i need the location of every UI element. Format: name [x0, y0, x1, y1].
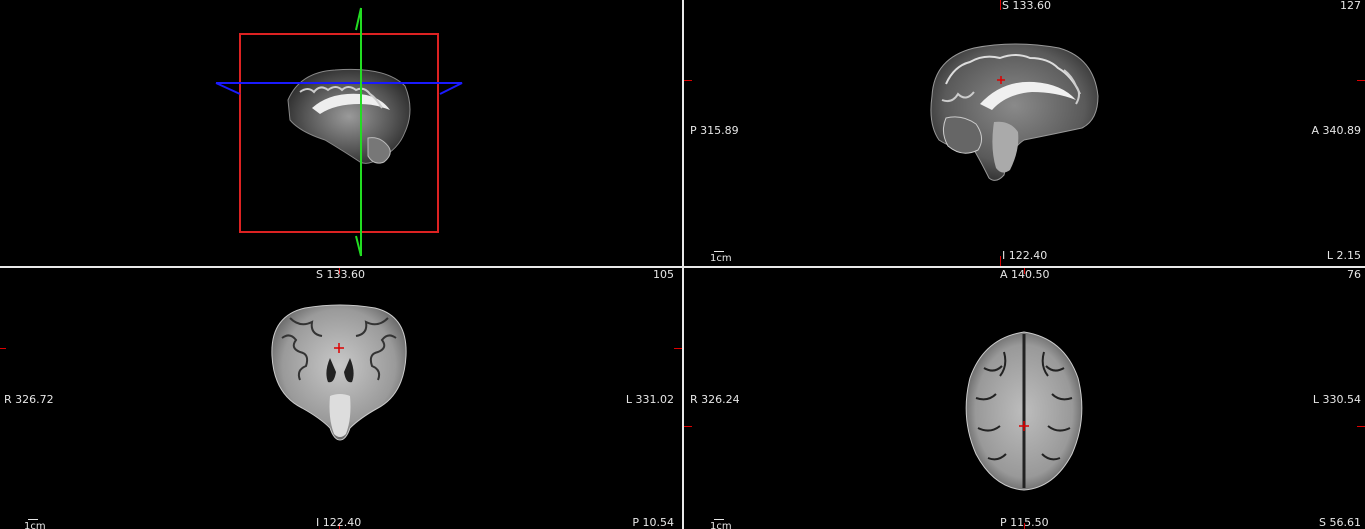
coronal-brainstem — [329, 394, 351, 437]
sagittal-corpus-callosum — [980, 81, 1076, 110]
sagittal-right-tick — [1357, 80, 1365, 81]
sagittal-anterior-label: A 340.89 — [1311, 124, 1361, 137]
coronal-left-label: L 331.02 — [625, 393, 674, 406]
3d-axial-plane — [215, 82, 463, 95]
3d-gyri — [299, 86, 383, 109]
axial-bottom-tick — [1024, 523, 1025, 529]
sagittal-brainstem — [992, 121, 1019, 173]
axial-top-tick — [1024, 268, 1025, 274]
axial-cursor — [1019, 421, 1029, 431]
3d-sagittal-plane — [355, 7, 362, 257]
axial-image[interactable] — [684, 268, 1365, 529]
sagittal-gyri — [945, 54, 1081, 95]
axial-posterior-label: P 115.50 — [1000, 516, 1049, 529]
sagittal-cerebellum — [942, 116, 982, 154]
sagittal-posterior-label: P 315.89 — [690, 124, 739, 137]
coronal-top-tick — [339, 268, 340, 274]
sagittal-inferior-label: I 122.40 — [1002, 249, 1048, 262]
axial-anterior-label: A 140.50 — [1000, 268, 1050, 281]
sagittal-scale-bar: 1cm — [710, 251, 732, 264]
horizontal-pane-divider[interactable] — [0, 266, 1365, 268]
coronal-brain — [271, 304, 407, 441]
axial-position-label: S 56.61 — [1319, 516, 1361, 529]
sagittal-superior-label: S 133.60 — [1002, 0, 1051, 12]
axial-view-pane[interactable]: A 140.50 76 R 326.24 L 330.54 P 115.50 S… — [684, 268, 1365, 529]
axial-slice-number: 76 — [1347, 268, 1361, 281]
axial-left-label: L 330.54 — [1312, 393, 1361, 406]
3d-view-pane[interactable] — [0, 0, 682, 266]
coronal-left-tick — [0, 348, 6, 349]
coronal-bottom-tick — [339, 523, 340, 529]
coronal-cursor — [334, 343, 344, 353]
sagittal-gyri-2 — [941, 69, 1080, 105]
sagittal-image[interactable] — [684, 0, 1365, 266]
coronal-gyri-right — [355, 317, 397, 381]
coronal-scale-label: 1cm — [24, 521, 46, 529]
sagittal-brain — [930, 43, 1099, 181]
3d-cerebellum — [367, 137, 391, 164]
sagittal-cursor — [997, 76, 1005, 84]
sagittal-top-tick — [1000, 0, 1001, 10]
coronal-inferior-label: I 122.40 — [316, 516, 362, 529]
sagittal-slice-number: 127 — [1340, 0, 1361, 12]
axial-left-tick — [684, 426, 692, 427]
vertical-pane-divider[interactable] — [682, 0, 684, 529]
axial-scale-label: 1cm — [710, 521, 732, 529]
axial-sulci-left — [975, 351, 1007, 461]
3d-corpus-callosum — [312, 93, 390, 114]
coronal-ventricles — [326, 358, 354, 383]
coronal-right-label: R 326.72 — [4, 393, 54, 406]
axial-scale-bar: 1cm — [710, 519, 732, 529]
coronal-right-tick — [674, 348, 682, 349]
axial-sulci-right — [1041, 351, 1073, 461]
axial-right-label: R 326.24 — [690, 393, 740, 406]
coronal-slice-number: 105 — [653, 268, 674, 281]
coronal-superior-label: S 133.60 — [316, 268, 365, 281]
axial-right-tick — [1357, 426, 1365, 427]
sagittal-scale-label: 1cm — [710, 253, 732, 264]
3d-volume-box — [239, 33, 439, 233]
sagittal-left-tick — [684, 80, 692, 81]
sagittal-bottom-tick — [1000, 256, 1001, 266]
coronal-gyri-left — [281, 317, 323, 381]
coronal-position-label: P 10.54 — [632, 516, 674, 529]
coronal-scale-bar: 1cm — [24, 519, 46, 529]
sagittal-view-pane[interactable]: S 133.60 127 P 315.89 A 340.89 I 122.40 … — [684, 0, 1365, 266]
3d-render[interactable] — [0, 0, 682, 266]
sagittal-position-label: L 2.15 — [1326, 249, 1361, 262]
coronal-view-pane[interactable]: S 133.60 105 R 326.72 L 331.02 I 122.40 … — [0, 268, 682, 529]
coronal-image[interactable] — [0, 268, 682, 529]
